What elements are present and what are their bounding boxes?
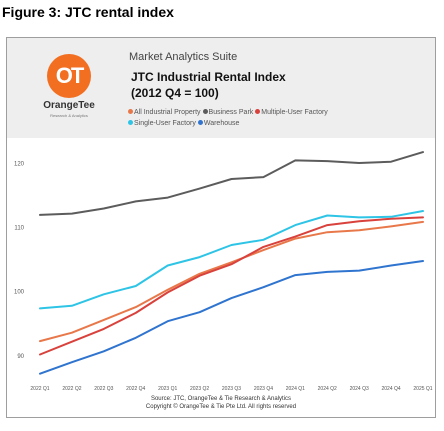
legend-swatch: [128, 120, 133, 125]
copyright-line: Copyright © OrangeTee & Tie Pte Ltd. All…: [145, 404, 297, 410]
x-tick-label: 2024 Q1: [286, 386, 305, 392]
suite-title: Market Analytics Suite: [129, 51, 238, 63]
x-tick-label: 2024 Q3: [350, 386, 369, 392]
legend-label: Warehouse: [203, 120, 240, 127]
x-tick-label: 2022 Q4: [126, 386, 145, 392]
y-tick-label: 120: [14, 162, 25, 168]
x-tick-label: 2023 Q4: [254, 386, 273, 392]
series-line: [39, 210, 424, 310]
legend-label: Multiple-User Factory: [261, 109, 328, 116]
legend-item: All Industrial Property: [128, 109, 201, 116]
source-line: Source: JTC, OrangeTee & Tie Research & …: [150, 396, 292, 402]
legend-item: Warehouse: [197, 120, 240, 127]
y-axis: 90 100 110 120: [14, 162, 25, 360]
series-lines: [39, 151, 424, 375]
x-tick-label: 2022 Q2: [62, 386, 81, 392]
x-tick-label: 2025 Q1: [413, 386, 432, 392]
orangetee-logo-icon: OT: [47, 54, 91, 98]
x-tick-label: 2023 Q3: [222, 386, 241, 392]
legend-item: Multiple-User Factory: [255, 109, 328, 116]
legend-row: Single-User Factory Warehouse: [128, 120, 241, 127]
x-tick-label: 2022 Q1: [30, 386, 49, 392]
legend-swatch: [128, 109, 133, 114]
chart-source: Source: JTC, OrangeTee & Tie Research & …: [7, 395, 435, 411]
logo-name: OrangeTee: [43, 100, 95, 111]
legend-label: All Industrial Property: [134, 109, 201, 116]
x-tick-label: 2023 Q1: [158, 386, 177, 392]
legend-swatch: [197, 120, 203, 125]
x-axis: 2022 Q1 2022 Q2 2022 Q3 2022 Q4 2023 Q1 2023 …: [30, 386, 432, 392]
logo-tagline: Research & Analytics: [50, 113, 88, 118]
legend-swatch: [255, 109, 261, 114]
figure-caption: Figure 3: JTC rental index: [2, 4, 174, 20]
series-line: [39, 220, 424, 343]
legend-item: Business Park: [202, 109, 254, 116]
x-tick-label: 2023 Q2: [190, 386, 209, 392]
x-tick-label: 2022 Q3: [94, 386, 113, 392]
legend-swatch: [202, 109, 208, 114]
y-tick-label: 90: [17, 354, 24, 360]
y-tick-label: 100: [14, 290, 25, 296]
series-line: [39, 216, 424, 356]
legend-row: All Industrial Property Business Park Mult…: [128, 109, 330, 116]
chart-header: OT OrangeTee Research & Analytics Market…: [7, 38, 435, 138]
legend-label: Single-User Factory: [134, 120, 196, 127]
chart-title: JTC Industrial Rental Index (2012 Q4 = 1…: [131, 70, 286, 100]
legend-label: Business Park: [208, 109, 254, 116]
plot-area: 90 100 110 120 2022 Q1 2022 Q2 2022 Q3 2022 Q4…: [14, 151, 433, 392]
y-tick-label: 110: [14, 226, 24, 232]
legend-item: Single-User Factory: [128, 120, 196, 127]
series-line: [39, 260, 424, 375]
x-tick-label: 2024 Q2: [318, 386, 337, 392]
chart-frame: OT OrangeTee Research & Analytics Market…: [6, 37, 436, 418]
x-tick-label: 2024 Q4: [381, 386, 400, 392]
series-line: [39, 151, 424, 216]
